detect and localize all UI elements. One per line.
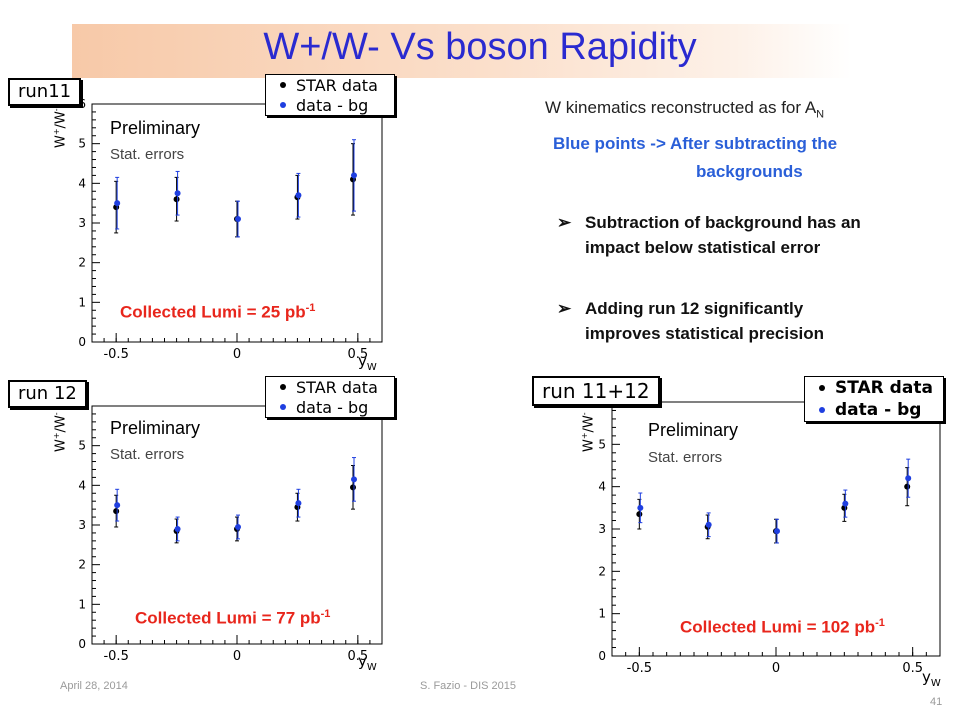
x-axis-label: yW (358, 352, 377, 373)
legend-bg-marker (280, 102, 286, 108)
slide-title: W+/W- Vs boson Rapidity (263, 26, 697, 68)
x-tick-label: 0.5 (902, 661, 923, 676)
y-tick-label: 0 (78, 637, 86, 651)
x-tick-label: 0.5 (347, 649, 368, 664)
data-minus-bg-point (114, 200, 121, 207)
y-tick-label: 2 (78, 256, 86, 270)
star-data-point (350, 484, 356, 491)
bullet-arrow-icon: ➢ (557, 213, 572, 232)
data-minus-bg-point (637, 504, 644, 511)
y-tick-label: 1 (78, 597, 86, 611)
legend-bg-marker (280, 404, 286, 410)
kinematics-note: W kinematics reconstructed as for AN (545, 98, 825, 121)
y-tick-label: 4 (78, 176, 86, 190)
data-minus-bg-point (705, 521, 712, 528)
data-minus-bg-point (295, 500, 302, 507)
bullet-run12: ➢ Adding run 12 significantly improves s… (557, 296, 935, 346)
legend-star-label: STAR data (296, 377, 378, 397)
y-axis-label: W+/W- (52, 412, 69, 452)
chart-run11-svg: 0 1 2 3 4 5 6 -0.5 0 0.5 (78, 97, 383, 362)
y-tick-label: 5 (78, 137, 86, 151)
y-tick-label: 2 (78, 558, 86, 572)
legend-star-label: STAR data (835, 378, 933, 398)
data-minus-bg-point (174, 525, 181, 532)
data-minus-bg-point (174, 190, 181, 197)
star-data-point (904, 483, 911, 490)
stat-errors-label: Stat. errors (110, 446, 185, 463)
x-tick-label: -0.5 (103, 649, 128, 664)
run-label: run 12 (8, 380, 87, 408)
legend: STAR data data - bg (265, 376, 395, 418)
bullet-subtraction: ➢ Subtraction of background has an impac… (557, 210, 935, 260)
lumi-label: Collected Lumi = 77 pb-1 (135, 608, 331, 628)
y-axis-label: W+/W- (580, 412, 597, 452)
data-minus-bg-point (351, 172, 357, 179)
star-data-point (113, 508, 120, 515)
y-tick-label: 5 (598, 437, 606, 451)
y-tick-label: 5 (78, 439, 86, 453)
run-label: run11 (8, 78, 82, 106)
x-tick-label: 0 (233, 649, 241, 664)
legend-star-marker (280, 82, 286, 88)
preliminary-label: Preliminary (648, 420, 739, 440)
legend-bg-label: data - bg (296, 397, 369, 417)
y-tick-label: 3 (78, 216, 86, 230)
legend: STAR data data - bg (265, 74, 395, 116)
blue-points-note-line1: Blue points -> After subtracting the (553, 134, 838, 153)
data-minus-bg-point (295, 192, 302, 199)
data-minus-bg-point (351, 476, 357, 483)
stat-errors-label: Stat. errors (110, 146, 185, 163)
y-tick-label: 4 (78, 478, 86, 492)
legend-star-marker (280, 384, 286, 390)
lumi-label: Collected Lumi = 102 pb-1 (680, 617, 885, 637)
y-tick-label: 4 (598, 480, 606, 494)
x-axis-label: yW (358, 652, 377, 673)
bullet-arrow-icon: ➢ (557, 299, 572, 318)
blue-points-note-line2: backgrounds (696, 162, 803, 181)
y-tick-label: 2 (598, 564, 606, 578)
data-minus-bg-point (905, 475, 912, 482)
preliminary-label: Preliminary (110, 418, 201, 438)
legend-bg-label: data - bg (296, 95, 369, 115)
data-minus-bg-point (235, 216, 241, 223)
footer-author: S. Fazio - DIS 2015 (420, 680, 516, 692)
footer-page-number: 41 (930, 696, 943, 708)
y-tick-label: 3 (78, 518, 86, 532)
star-data-point (636, 511, 643, 518)
title-band (72, 24, 852, 78)
legend-bg-label: data - bg (835, 400, 922, 420)
star-data-point (173, 196, 180, 203)
run-label: run 11+12 (532, 376, 660, 406)
stat-errors-label: Stat. errors (648, 449, 723, 466)
preliminary-label: Preliminary (110, 118, 201, 138)
footer-date: April 28, 2014 (60, 680, 128, 692)
lumi-label: Collected Lumi = 25 pb-1 (120, 302, 316, 322)
y-axis-label: W+/W- (52, 108, 69, 148)
y-tick-label: 1 (78, 295, 86, 309)
y-tick-label: 0 (598, 649, 606, 663)
y-tick-label: 0 (78, 335, 86, 349)
y-tick-label: 6 (78, 97, 86, 111)
x-tick-label: -0.5 (627, 661, 652, 676)
chart-run11: 0 1 2 3 4 5 6 -0.5 0 0.5 run11 STAR data data - b… (0, 70, 400, 373)
data-minus-bg-point (842, 500, 849, 507)
legend-star-marker (819, 385, 825, 391)
data-minus-bg-point (114, 502, 121, 509)
x-tick-label: 0 (772, 661, 780, 676)
legend: STAR data data - bg (804, 376, 944, 422)
data-minus-bg-point (774, 528, 780, 535)
x-tick-label: 0.5 (347, 347, 368, 362)
x-tick-label: 0 (233, 347, 241, 362)
x-tick-label: -0.5 (103, 347, 128, 362)
data-minus-bg-point (235, 523, 241, 530)
x-axis-label: yW (922, 668, 941, 689)
y-tick-label: 3 (598, 522, 606, 536)
legend-star-label: STAR data (296, 75, 378, 95)
legend-bg-marker (819, 407, 825, 413)
y-tick-label: 1 (598, 607, 606, 621)
